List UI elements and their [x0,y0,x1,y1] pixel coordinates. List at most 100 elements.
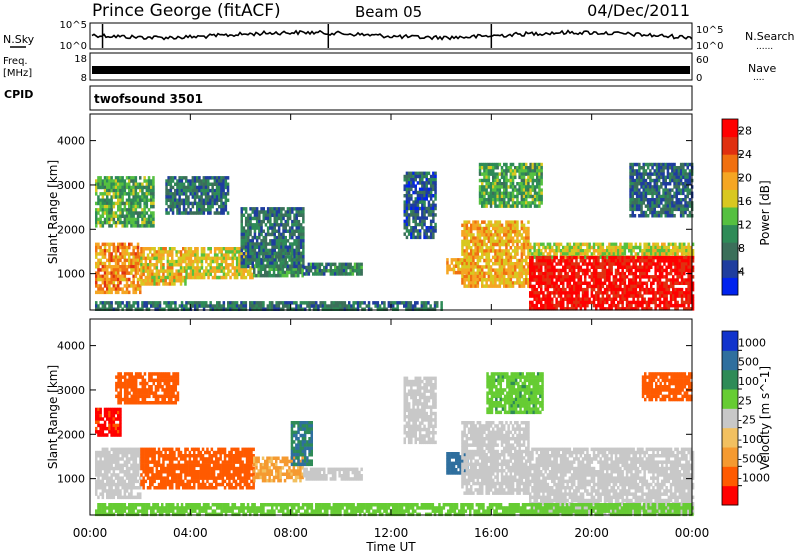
power-cell [218,185,221,190]
power-cell [507,281,510,285]
power-cell [687,262,690,266]
power-cell [643,281,646,285]
power-cell [581,262,585,266]
power-cell [142,282,145,286]
power-cell [514,220,517,224]
power-cell [134,284,138,288]
power-cell [533,188,537,192]
power-cell [500,169,504,173]
power-cell [429,194,433,198]
power-cell [297,219,301,224]
power-cell [139,198,142,202]
power-cell [218,192,221,196]
power-cell [559,291,563,295]
power-cell [103,208,107,212]
power-cell [540,178,543,183]
power-cell [663,294,666,298]
cpid-program: twofsound 3501 [94,92,203,106]
power-cell [489,281,493,285]
power-cell [114,211,118,215]
power-cell [106,271,109,275]
power-cell [450,261,454,265]
power-cell [535,275,539,279]
power-cell [194,266,197,270]
power-cell [639,281,642,285]
power-cell [520,246,524,250]
power-cell [193,182,197,186]
power-cell [509,271,513,276]
power-cell [117,208,120,212]
power-cell [492,284,495,288]
power-cell [150,201,153,206]
power-cell [653,185,656,189]
power-cell [628,307,631,311]
power-cell [168,279,172,283]
power-cell [410,226,413,230]
power-cell [255,251,259,256]
power-cell [136,214,140,218]
power-cell [196,250,199,254]
power-cell [557,294,561,298]
power-cell [425,210,428,214]
power-cell [642,198,645,202]
power-cell [261,273,265,278]
power-cell [142,247,145,251]
power-cell [119,185,122,190]
power-cell [103,198,107,202]
power-cell [668,166,672,170]
power-cell [474,239,477,244]
power-cell [537,268,541,273]
power-cell [269,232,272,237]
power-cell [180,201,184,206]
power-cell [619,265,622,269]
power-cell [134,245,138,250]
power-cell [166,253,170,257]
power-cell [645,271,649,276]
power-cell [465,223,469,228]
power-cell [601,265,605,269]
power-cell [258,219,261,224]
power-cell [476,265,480,269]
power-cell [150,182,153,186]
power-cell [601,284,605,289]
power-cell [196,208,199,212]
power-cell [340,265,344,270]
power-cell [542,275,545,279]
power-cell [472,265,475,269]
power-cell [414,197,417,201]
power-cell [559,307,563,311]
power-cell [478,265,482,269]
power-cell [621,271,624,276]
power-cell [559,242,563,247]
power-cell [485,172,488,176]
power-cell [632,281,635,285]
power-cell [202,272,206,277]
power-cell [665,255,668,260]
power-cell [277,239,281,243]
power-cell [220,269,223,273]
power-cell [498,239,502,244]
power-cell [535,287,539,292]
power-cell [584,303,587,308]
power-cell [472,258,475,263]
power-cell [668,194,672,199]
power-cell [182,211,186,215]
power-cell [531,175,535,180]
power-cell [108,188,111,193]
power-cell [634,268,638,273]
power-cell [546,265,550,269]
power-cell [253,226,257,230]
power-cell [629,185,632,189]
power-cell [235,266,239,270]
power-cell [103,188,107,193]
power-cell [238,269,241,273]
power-cell [211,204,214,209]
power-cell [646,172,650,176]
power-cell [601,297,605,301]
power-cell [677,188,681,192]
power-cell [643,262,646,266]
power-cell [631,210,634,215]
power-cell [264,213,268,217]
power-cell [338,262,341,267]
power-cell [218,269,221,273]
